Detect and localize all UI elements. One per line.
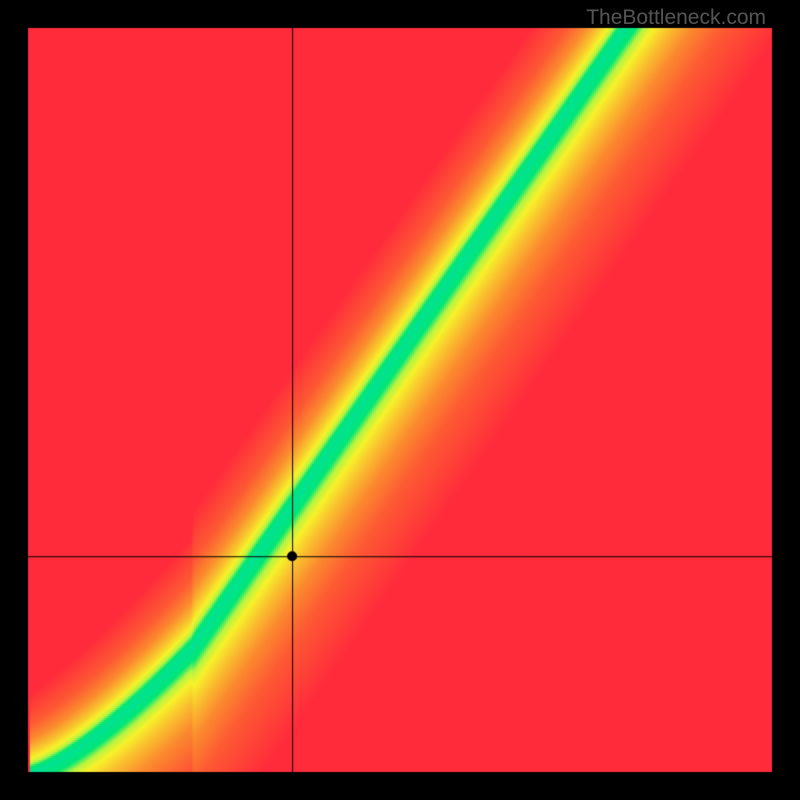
chart-container: TheBottleneck.com — [0, 0, 800, 800]
bottleneck-heatmap — [0, 0, 800, 800]
watermark-text: TheBottleneck.com — [586, 6, 766, 30]
